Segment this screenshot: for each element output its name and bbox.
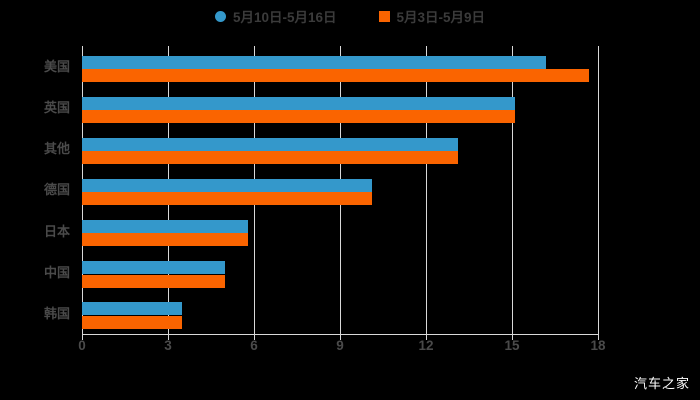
legend-item-series-b[interactable]: 5月3日-5月9日 xyxy=(378,6,486,26)
legend-item-series-a[interactable]: 5月10日-5月16日 xyxy=(214,6,337,26)
bar-group-row: 日本 xyxy=(44,211,598,252)
x-tick-label: 3 xyxy=(164,338,172,353)
x-tick-mark xyxy=(168,334,169,340)
bar-series-b[interactable] xyxy=(82,151,458,165)
bar-series-a[interactable] xyxy=(82,220,249,234)
circle-marker-icon xyxy=(214,10,226,22)
bar-series-b[interactable] xyxy=(82,233,249,247)
bar-series-b[interactable] xyxy=(82,274,226,288)
x-tick-mark xyxy=(340,334,341,340)
bar-series-b[interactable] xyxy=(82,109,515,123)
x-tick-mark xyxy=(426,334,427,340)
x-tick-label: 6 xyxy=(250,338,258,353)
square-marker-icon xyxy=(378,10,390,22)
x-tick-mark xyxy=(82,334,83,340)
legend-label-series-b: 5月3日-5月9日 xyxy=(396,10,486,25)
gridline xyxy=(598,46,599,334)
watermark-label: 汽车之家 xyxy=(633,376,690,391)
bar-group-row: 美国 xyxy=(44,46,598,87)
bar-series-a[interactable] xyxy=(82,261,226,275)
x-tick-mark xyxy=(254,334,255,340)
x-tick-mark xyxy=(598,334,599,340)
x-tick-label: 9 xyxy=(336,338,344,353)
x-tick-mark xyxy=(512,334,513,340)
bar-group-row: 韩国 xyxy=(44,293,598,334)
bar-group-row: 德国 xyxy=(44,169,598,210)
gridline xyxy=(426,46,427,334)
x-tick-label: 0 xyxy=(78,338,86,353)
bar-series-a[interactable] xyxy=(82,178,372,192)
category-label: 德国 xyxy=(43,182,70,198)
gridline xyxy=(512,46,513,334)
plot-area: 美国英国其他德国日本中国韩国 xyxy=(44,46,599,334)
bar-series-a[interactable] xyxy=(82,302,183,316)
bar-group-row: 中国 xyxy=(44,252,598,293)
bar-series-a[interactable] xyxy=(82,55,547,69)
bar-group-row: 英国 xyxy=(44,87,598,128)
bar-group-row: 其他 xyxy=(44,128,598,169)
bar-series-a[interactable] xyxy=(82,96,515,110)
category-label: 其他 xyxy=(43,141,70,157)
chart-legend: 5月10日-5月16日 5月3日-5月9日 xyxy=(0,6,700,26)
bar-series-a[interactable] xyxy=(82,137,458,151)
bar-series-b[interactable] xyxy=(82,192,372,206)
x-tick-label: 12 xyxy=(418,338,434,353)
legend-label-series-a: 5月10日-5月16日 xyxy=(232,10,337,25)
category-label: 英国 xyxy=(43,100,70,116)
category-label: 美国 xyxy=(43,59,70,74)
bar-series-b[interactable] xyxy=(82,68,590,82)
x-tick-label: 18 xyxy=(590,338,606,353)
x-tick-label: 15 xyxy=(504,338,520,353)
category-label: 韩国 xyxy=(43,305,70,321)
bar-series-b[interactable] xyxy=(82,315,183,329)
category-label: 中国 xyxy=(43,264,70,280)
category-label: 日本 xyxy=(43,223,70,239)
